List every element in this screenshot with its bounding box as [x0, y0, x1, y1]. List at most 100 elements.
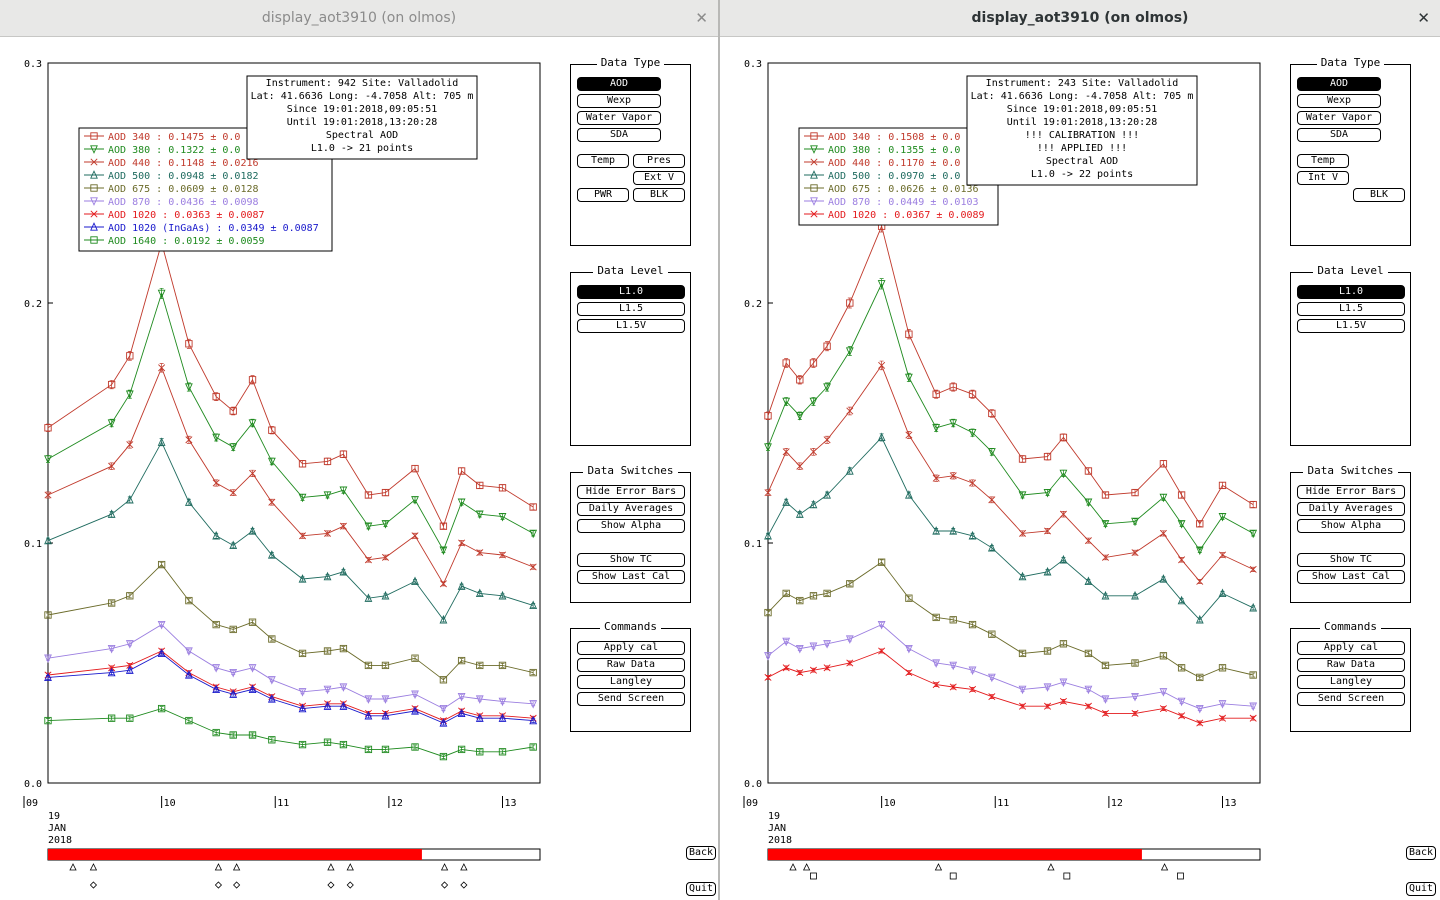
- l1-5v-button[interactable]: L1.5V: [1297, 319, 1405, 333]
- l1-5-button[interactable]: L1.5: [577, 302, 685, 316]
- close-icon[interactable]: ✕: [695, 9, 708, 27]
- error-bar: [269, 426, 274, 435]
- error-bar: [159, 651, 164, 656]
- temp-button[interactable]: Temp: [1297, 154, 1349, 168]
- error-bar: [413, 655, 418, 661]
- x-marker: [1019, 529, 1027, 537]
- titlebar[interactable]: display_aot3910 (on olmos) ✕: [720, 0, 1440, 37]
- x-marker: [1044, 527, 1052, 535]
- series-line: [47, 652, 534, 724]
- legend-label: AOD 870 : 0.0436 ± 0.0098: [108, 197, 259, 208]
- aod-button[interactable]: AOD: [577, 77, 661, 91]
- triangle-down-marker: [1018, 685, 1027, 695]
- error-bar: [231, 406, 236, 416]
- error-bar: [159, 561, 164, 568]
- wexp-button[interactable]: Wexp: [1297, 94, 1381, 108]
- temp-button[interactable]: Temp: [577, 154, 629, 168]
- square-marker: [846, 299, 854, 307]
- triangle-up-marker: [529, 715, 538, 725]
- triangle-down-marker: [411, 690, 419, 700]
- square-marker: [1084, 649, 1093, 658]
- send-screen-button[interactable]: Send Screen: [577, 692, 685, 706]
- langley-button[interactable]: Langley: [1297, 675, 1405, 689]
- triangle-marker-icon: [89, 863, 98, 871]
- error-bar: [1179, 699, 1184, 704]
- pwr-button[interactable]: PWR: [577, 188, 629, 202]
- show-tc-button[interactable]: Show TC: [1297, 553, 1405, 567]
- apply-cal-button[interactable]: Apply cal: [577, 641, 685, 655]
- water-vapor-button[interactable]: Water Vapor: [577, 111, 661, 125]
- blk-button[interactable]: BLK: [633, 188, 685, 202]
- error-bar: [951, 617, 956, 623]
- x-marker: [932, 681, 940, 689]
- error-bar: [970, 622, 975, 627]
- info-line: Until 19:01:2018,13:20:28: [287, 117, 438, 128]
- square-marker: [810, 132, 818, 140]
- x-tick-label: 10: [164, 798, 176, 809]
- x-marker: [364, 556, 372, 564]
- x-tick-label: 13: [505, 798, 517, 809]
- square-marker: [809, 592, 818, 600]
- show-alpha-button[interactable]: Show Alpha: [577, 519, 685, 533]
- back-button[interactable]: Back: [1406, 846, 1436, 860]
- send-screen-button[interactable]: Send Screen: [1297, 692, 1405, 706]
- langley-button[interactable]: Langley: [577, 675, 685, 689]
- raw-data-button[interactable]: Raw Data: [577, 658, 685, 672]
- square-marker: [229, 407, 237, 415]
- x-marker: [764, 673, 772, 681]
- series-line: [47, 441, 534, 621]
- titlebar[interactable]: display_aot3910 (on olmos) ✕: [0, 0, 718, 37]
- info-line: Since 19:01:2018,09:05:51: [287, 104, 438, 115]
- back-button[interactable]: Back: [686, 846, 716, 860]
- show-last-cal-button[interactable]: Show Last Cal: [1297, 570, 1405, 584]
- quit-button[interactable]: Quit: [1406, 882, 1436, 896]
- l1-0-button[interactable]: L1.0: [577, 285, 685, 299]
- x-tick-label: 12: [391, 798, 403, 809]
- square-marker: [339, 740, 348, 749]
- error-bar: [477, 663, 482, 668]
- hide-error-bars-button[interactable]: Hide Error Bars: [577, 485, 685, 499]
- show-alpha-button[interactable]: Show Alpha: [1297, 519, 1405, 533]
- triangle-down-marker: [475, 695, 484, 704]
- square-marker: [212, 728, 220, 737]
- error-bar: [300, 742, 305, 747]
- x-marker: [476, 549, 484, 557]
- x-marker: [988, 496, 996, 504]
- apply-cal-button[interactable]: Apply cal: [1297, 641, 1405, 655]
- daily-averages-button[interactable]: Daily Averages: [1297, 502, 1405, 516]
- water-vapor-button[interactable]: Water Vapor: [1297, 111, 1381, 125]
- show-last-cal-button[interactable]: Show Last Cal: [577, 570, 685, 584]
- int-v-button[interactable]: Int V: [1297, 171, 1349, 185]
- progress-fill: [48, 849, 422, 860]
- error-bar: [1045, 648, 1050, 654]
- quit-button[interactable]: Quit: [686, 882, 716, 896]
- daily-averages-button[interactable]: Daily Averages: [577, 502, 685, 516]
- triangle-down-marker: [904, 373, 913, 383]
- wexp-button[interactable]: Wexp: [577, 94, 661, 108]
- show-tc-button[interactable]: Show TC: [577, 553, 685, 567]
- error-bar: [1103, 696, 1108, 702]
- triangle-down-marker: [782, 397, 791, 407]
- error-bar: [797, 598, 802, 603]
- pres-button[interactable]: Pres: [633, 154, 685, 168]
- blk-button[interactable]: BLK: [1353, 188, 1405, 202]
- x-marker: [932, 474, 940, 482]
- error-bar: [186, 672, 191, 678]
- raw-data-button[interactable]: Raw Data: [1297, 658, 1405, 672]
- l1-5v-button[interactable]: L1.5V: [577, 319, 685, 333]
- l1-5-button[interactable]: L1.5: [1297, 302, 1405, 316]
- sda-button[interactable]: SDA: [577, 128, 661, 142]
- x-marker: [185, 436, 193, 444]
- aod-button[interactable]: AOD: [1297, 77, 1381, 91]
- square-marker: [411, 743, 419, 751]
- triangle-down-marker: [1218, 512, 1227, 522]
- close-icon[interactable]: ✕: [1417, 9, 1430, 27]
- square-marker: [1018, 649, 1027, 658]
- ext-v-button[interactable]: Ext V: [633, 171, 685, 185]
- hide-error-bars-button[interactable]: Hide Error Bars: [1297, 485, 1405, 499]
- l1-0-button[interactable]: L1.0: [1297, 285, 1405, 299]
- y-tick-label: 0.2: [744, 299, 762, 310]
- square-marker: [107, 380, 116, 389]
- sda-button[interactable]: SDA: [1297, 128, 1381, 142]
- error-bar: [325, 574, 330, 580]
